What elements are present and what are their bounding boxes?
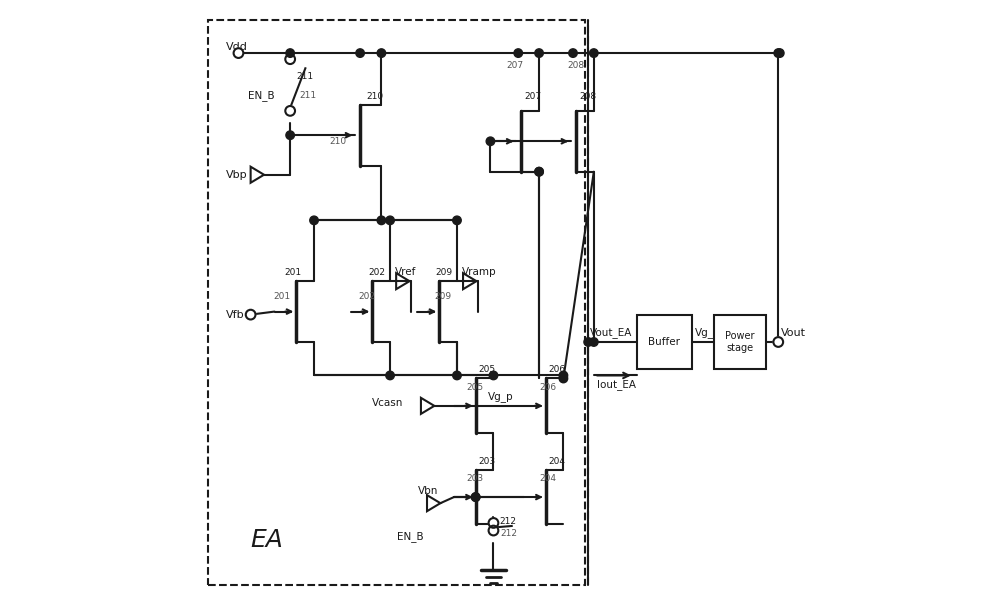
Text: Vdd: Vdd	[226, 42, 248, 52]
Circle shape	[471, 493, 480, 502]
Text: 204: 204	[540, 474, 557, 483]
Text: 206: 206	[540, 383, 557, 392]
Text: 205: 205	[479, 365, 496, 375]
Text: 210: 210	[330, 137, 347, 146]
Circle shape	[286, 49, 294, 57]
Text: 207: 207	[524, 92, 541, 101]
Circle shape	[535, 167, 543, 176]
Text: Vfb: Vfb	[226, 310, 245, 320]
Text: 202: 202	[358, 292, 375, 301]
Circle shape	[559, 374, 568, 382]
Circle shape	[773, 337, 783, 347]
Text: 204: 204	[549, 456, 566, 466]
Text: EN_B: EN_B	[397, 531, 423, 542]
Text: 208: 208	[579, 92, 596, 101]
Circle shape	[234, 48, 243, 58]
Circle shape	[377, 49, 386, 57]
Circle shape	[486, 137, 495, 145]
Circle shape	[489, 518, 498, 528]
Text: EA: EA	[251, 528, 284, 552]
Text: Vg_p: Vg_p	[488, 391, 513, 402]
Text: 211: 211	[296, 72, 313, 81]
Circle shape	[514, 49, 523, 57]
Text: 202: 202	[368, 268, 385, 277]
Text: Vout_EA: Vout_EA	[590, 327, 632, 338]
Text: Vcasn: Vcasn	[372, 398, 404, 408]
Circle shape	[356, 49, 364, 57]
Text: 208: 208	[567, 60, 584, 70]
Text: 206: 206	[549, 365, 566, 375]
Circle shape	[310, 216, 318, 225]
Text: 209: 209	[435, 268, 452, 277]
Circle shape	[584, 338, 592, 346]
Circle shape	[471, 493, 480, 502]
Text: Vg_power: Vg_power	[695, 327, 746, 338]
Circle shape	[590, 338, 598, 346]
Text: 211: 211	[299, 91, 316, 100]
Circle shape	[285, 54, 295, 64]
Circle shape	[489, 371, 498, 379]
Circle shape	[286, 131, 294, 139]
Circle shape	[559, 371, 568, 379]
Text: 209: 209	[434, 292, 451, 301]
Circle shape	[386, 371, 394, 379]
Text: 203: 203	[479, 456, 496, 466]
Circle shape	[535, 49, 543, 57]
Circle shape	[535, 167, 543, 176]
Circle shape	[489, 525, 498, 535]
Text: 205: 205	[467, 383, 484, 392]
Circle shape	[377, 216, 386, 225]
Circle shape	[246, 310, 255, 320]
Circle shape	[569, 49, 577, 57]
Text: 212: 212	[500, 529, 517, 538]
Text: Vramp: Vramp	[462, 267, 497, 277]
Text: 203: 203	[467, 474, 484, 483]
Text: 210: 210	[366, 92, 383, 101]
Text: Power
stage: Power stage	[725, 331, 755, 353]
FancyBboxPatch shape	[637, 315, 692, 370]
Text: Iout_EA: Iout_EA	[597, 379, 636, 390]
Text: 201: 201	[274, 292, 291, 301]
Text: Vout: Vout	[781, 328, 806, 338]
Circle shape	[453, 371, 461, 379]
Circle shape	[285, 106, 295, 115]
Bar	[208, 20, 585, 585]
Text: EN_B: EN_B	[248, 90, 274, 101]
Text: 212: 212	[500, 517, 517, 525]
Text: Vbn: Vbn	[418, 486, 438, 496]
Text: 207: 207	[506, 60, 523, 70]
Text: 201: 201	[284, 268, 302, 277]
Text: Vref: Vref	[395, 267, 416, 277]
Circle shape	[453, 216, 461, 225]
Circle shape	[590, 49, 598, 57]
Circle shape	[774, 49, 783, 57]
FancyBboxPatch shape	[714, 315, 766, 370]
Text: Buffer: Buffer	[648, 337, 680, 347]
Text: Vbp: Vbp	[226, 170, 248, 180]
Circle shape	[386, 216, 394, 225]
Circle shape	[776, 49, 784, 57]
